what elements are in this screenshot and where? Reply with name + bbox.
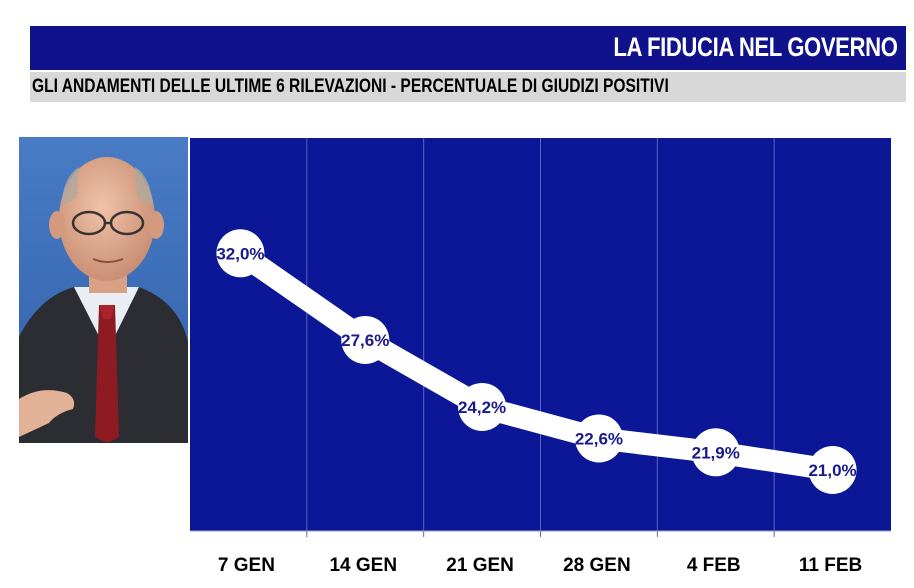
portrait-photo — [19, 137, 188, 443]
data-point-marker — [691, 428, 740, 477]
data-label: 21,0% — [808, 461, 856, 480]
x-tick-label: 4 FEB — [687, 555, 741, 576]
data-point-marker — [341, 315, 390, 364]
x-tick-label: 21 GEN — [446, 555, 514, 576]
x-axis-ticks: 7 GEN 14 GEN 21 GEN 28 GEN 4 FEB 11 FEB — [218, 555, 862, 576]
gridlines — [306, 138, 775, 537]
data-label: 24,2% — [458, 398, 506, 417]
chart-title: LA FIDUCIA NEL GOVERNO — [613, 32, 899, 62]
x-tick-label: 11 FEB — [799, 555, 862, 576]
subtitle-bar: GLI ANDAMENTI DELLE ULTIME 6 RILEVAZIONI… — [30, 72, 906, 102]
data-point-marker — [808, 446, 857, 494]
x-tick-label: 7 GEN — [218, 555, 275, 576]
data-points: 32,0% 27,6% 24,2% 22,6% 21,9% 21,0% — [216, 229, 857, 494]
data-point-marker — [216, 229, 265, 278]
data-label: 22,6% — [575, 429, 623, 448]
chart-subtitle: GLI ANDAMENTI DELLE ULTIME 6 RILEVAZIONI… — [32, 76, 669, 97]
data-label: 21,9% — [692, 443, 740, 462]
data-label: 27,6% — [341, 331, 389, 350]
title-bar: LA FIDUCIA NEL GOVERNO — [30, 26, 906, 70]
data-label: 32,0% — [216, 244, 264, 263]
x-tick-label: 28 GEN — [563, 555, 631, 576]
x-tick-label: 14 GEN — [329, 555, 397, 576]
data-point-marker — [458, 382, 507, 431]
portrait-illustration — [19, 137, 188, 443]
data-point-marker — [574, 414, 623, 463]
